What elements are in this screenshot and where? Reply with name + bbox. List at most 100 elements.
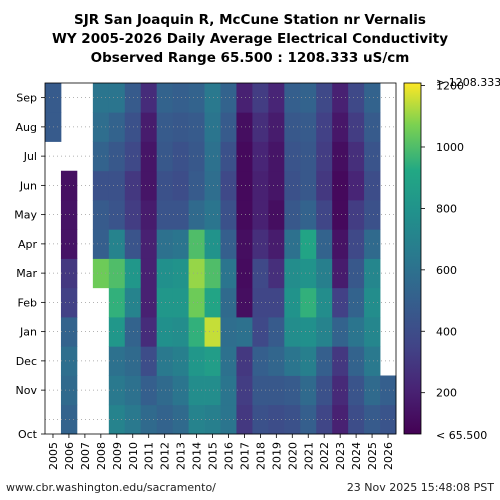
heat-cell-2019-may: [268, 200, 285, 230]
heat-cell-2011-sep: [140, 83, 158, 113]
heat-cell-2016-aug: [220, 112, 237, 142]
heat-cell-2020-apr: [284, 229, 301, 259]
heat-cell-2020-may: [284, 200, 301, 230]
heat-cell-2024-aug: [348, 112, 365, 142]
footer-timestamp: 23 Nov 2025 15:48:08 PST: [346, 481, 494, 494]
heat-cell-2012-nov: [156, 375, 174, 406]
heat-cell-2018-jun: [252, 170, 269, 201]
heat-cell-2025-jan: [364, 317, 381, 347]
heat-cell-2011-aug: [140, 112, 158, 142]
heat-cell-2018-nov: [252, 375, 269, 406]
heat-cell-2013-jul: [172, 141, 189, 172]
heat-cell-2015-nov: [204, 375, 221, 406]
x-tick-label-2014: 2014: [191, 442, 204, 470]
heat-cell-2023-feb: [332, 287, 349, 318]
heat-cell-2023-may: [332, 200, 349, 230]
x-tick-label-2007: 2007: [79, 442, 92, 470]
heat-cell-2019-sep: [268, 83, 285, 113]
heat-cell-2010-jul: [124, 141, 142, 172]
x-tick-label-2025: 2025: [366, 442, 379, 470]
x-tick-label-2006: 2006: [63, 442, 76, 470]
heat-cell-2009-jun: [108, 170, 126, 201]
y-tick-label-sep: Sep: [16, 92, 37, 105]
y-tick-label-may: May: [14, 209, 37, 222]
heat-cell-2015-sep: [204, 83, 221, 113]
heat-cell-2011-may: [140, 200, 158, 230]
heat-cell-2010-aug: [124, 112, 142, 142]
heat-cell-2009-jul: [108, 141, 126, 172]
heat-cell-2020-sep: [284, 83, 301, 113]
heat-cell-2014-jan: [188, 317, 205, 347]
y-tick-label-jun: Jun: [19, 179, 37, 192]
heat-cell-2012-mar: [156, 258, 174, 289]
heat-cell-2022-sep: [316, 83, 333, 113]
colorbar-tick-label-200: 200: [436, 387, 457, 400]
heat-cell-2010-jan: [124, 317, 142, 347]
heat-cell-2022-nov: [316, 375, 333, 406]
heat-cell-2016-jul: [220, 141, 237, 172]
heat-cell-2025-apr: [364, 229, 381, 259]
heat-cell-2009-apr: [108, 229, 126, 259]
heat-cell-2022-dec: [316, 346, 333, 376]
heat-cell-2024-feb: [348, 287, 365, 318]
heat-cell-2021-may: [300, 200, 317, 230]
colorbar-top-label: > 1208.333: [436, 76, 500, 89]
heat-cell-2020-nov: [284, 375, 301, 406]
heat-cell-2013-oct: [172, 404, 189, 435]
colorbar-tick-label-800: 800: [436, 202, 457, 215]
heat-cell-2015-may: [204, 200, 221, 230]
footer-source-url[interactable]: www.cbr.washington.edu/sacramento/: [6, 481, 216, 494]
heat-cell-2019-jun: [268, 170, 285, 201]
heat-cell-2010-sep: [124, 83, 142, 113]
heat-cell-2012-dec: [156, 346, 174, 376]
heat-cell-2021-dec: [300, 346, 317, 376]
heat-cell-2018-feb: [252, 287, 269, 318]
heat-cell-2014-jun: [188, 170, 205, 201]
heat-cell-2022-oct: [316, 404, 333, 435]
heat-cell-2025-nov: [364, 375, 381, 406]
heat-cell-2014-apr: [188, 229, 205, 259]
chart-title-line-2: WY 2005-2026 Daily Average Electrical Co…: [51, 31, 449, 47]
heat-cell-2012-jul: [156, 141, 174, 172]
heat-cell-2016-mar: [220, 258, 237, 289]
y-tick-label-oct: Oct: [18, 428, 38, 441]
heat-cell-2009-mar: [108, 258, 126, 289]
heat-cell-2017-dec: [236, 346, 253, 376]
heat-cell-2015-jun: [204, 170, 221, 201]
heat-cell-2009-dec: [108, 346, 126, 376]
heat-cell-2025-aug: [364, 112, 381, 142]
heat-cell-2021-jul: [300, 141, 317, 172]
heat-cell-2017-apr: [236, 229, 253, 259]
heat-cell-2023-sep: [332, 83, 349, 113]
heat-cell-2015-dec: [204, 346, 221, 376]
heat-cell-2020-mar: [284, 258, 301, 289]
heat-cell-2017-feb: [236, 287, 253, 318]
heat-cell-2017-aug: [236, 112, 253, 142]
y-tick-label-feb: Feb: [18, 296, 37, 309]
x-tick-label-2005: 2005: [47, 442, 60, 470]
heat-cell-2010-apr: [124, 229, 142, 259]
heat-cell-2018-dec: [252, 346, 269, 376]
heat-cell-2021-oct: [300, 404, 317, 435]
heat-cell-2023-dec: [332, 346, 349, 376]
heat-cell-2023-jun: [332, 170, 349, 201]
x-tick-label-2015: 2015: [207, 442, 220, 470]
heat-cell-2021-aug: [300, 112, 317, 142]
heat-cell-2024-sep: [348, 83, 365, 113]
heat-cell-2022-jul: [316, 141, 333, 172]
heat-cell-2023-oct: [332, 404, 349, 435]
heat-cell-2021-jun: [300, 170, 317, 201]
heat-cell-2015-aug: [204, 112, 221, 142]
heat-cell-2017-jun: [236, 170, 253, 201]
heat-cell-2010-dec: [124, 346, 142, 376]
heat-cell-2025-sep: [364, 83, 381, 113]
heat-cell-2011-oct: [140, 404, 158, 435]
heat-cell-2022-may: [316, 200, 333, 230]
heat-cell-2020-jul: [284, 141, 301, 172]
heat-cell-2025-oct: [364, 404, 381, 435]
x-tick-label-2010: 2010: [127, 442, 140, 470]
heat-cell-2023-apr: [332, 229, 349, 259]
heat-cell-2019-feb: [268, 287, 285, 318]
y-tick-label-aug: Aug: [16, 121, 37, 134]
